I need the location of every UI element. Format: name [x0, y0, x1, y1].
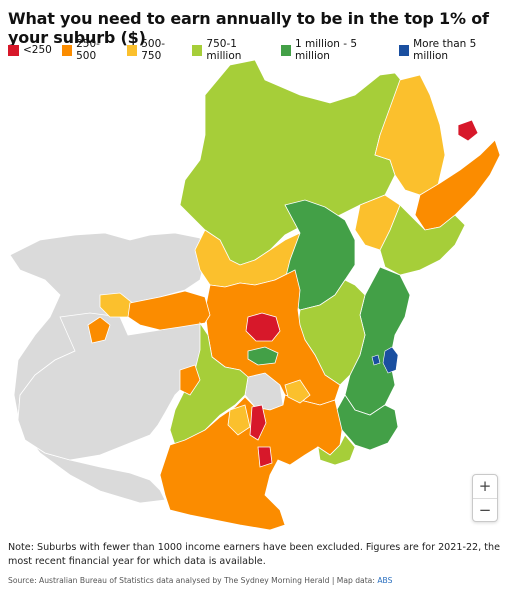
source-line: Source: Australian Bureau of Statistics …	[8, 576, 392, 585]
choropleth-map[interactable]	[0, 55, 518, 530]
region-500-750-south[interactable]	[227, 404, 251, 436]
legend-label: <250	[23, 44, 52, 56]
legend-item-lt250: <250	[8, 44, 52, 56]
zoom-out-button[interactable]: −	[478, 501, 492, 519]
legend-item-250-500: 250-500	[61, 38, 117, 62]
legend-item-1m-5m: 1 million - 5 million	[280, 38, 389, 62]
region-lt250-west[interactable]	[245, 312, 281, 342]
region-1m-5m-lake[interactable]	[247, 346, 279, 366]
region-750-1m-south-east[interactable]	[317, 434, 356, 466]
source-text: Source: Australian Bureau of Statistics …	[8, 576, 378, 585]
legend-label: 250-500	[76, 38, 100, 62]
legend-label: More than 5 million	[413, 38, 477, 62]
region-gt5m-small[interactable]	[371, 354, 381, 366]
legend-label: 750-1 million	[206, 38, 242, 62]
legend-swatch	[192, 44, 203, 56]
footnote: Note: Suburbs with fewer than 1000 incom…	[8, 542, 501, 567]
legend-swatch	[61, 44, 73, 56]
region-500-750-central-coast[interactable]	[354, 194, 401, 251]
zoom-control: + −	[472, 474, 498, 522]
legend-item-750-1m: 750-1 million	[192, 38, 271, 62]
legend-label: 1 million - 5 million	[294, 38, 358, 62]
region-gt5m[interactable]	[382, 346, 399, 374]
chart-title: What you need to earn annually to be in …	[8, 9, 489, 47]
legend-swatch	[280, 44, 291, 56]
region-250-500-far-southwest[interactable]	[179, 364, 201, 396]
legend-label: 500-750	[141, 38, 166, 62]
region-lt250-north[interactable]	[457, 119, 479, 142]
region-excluded-west2[interactable]	[17, 312, 206, 461]
source-link[interactable]: ABS	[377, 576, 393, 585]
region-lt250-south-b[interactable]	[257, 446, 273, 468]
region-250-500-west-strip[interactable]	[127, 290, 211, 331]
region-250-500-far-west[interactable]	[87, 316, 111, 344]
legend-item-500-750: 500-750	[127, 38, 182, 62]
legend-item-gt5m: More than 5 million	[398, 38, 508, 62]
legend-swatch	[127, 44, 138, 56]
region-500-750-southeast[interactable]	[284, 379, 311, 404]
zoom-in-button[interactable]: +	[473, 475, 497, 499]
legend-swatch	[398, 44, 410, 56]
region-lt250-south-a[interactable]	[249, 404, 267, 441]
legend: <250 250-500 500-750 750-1 million 1 mil…	[8, 38, 518, 62]
legend-swatch	[8, 44, 19, 56]
